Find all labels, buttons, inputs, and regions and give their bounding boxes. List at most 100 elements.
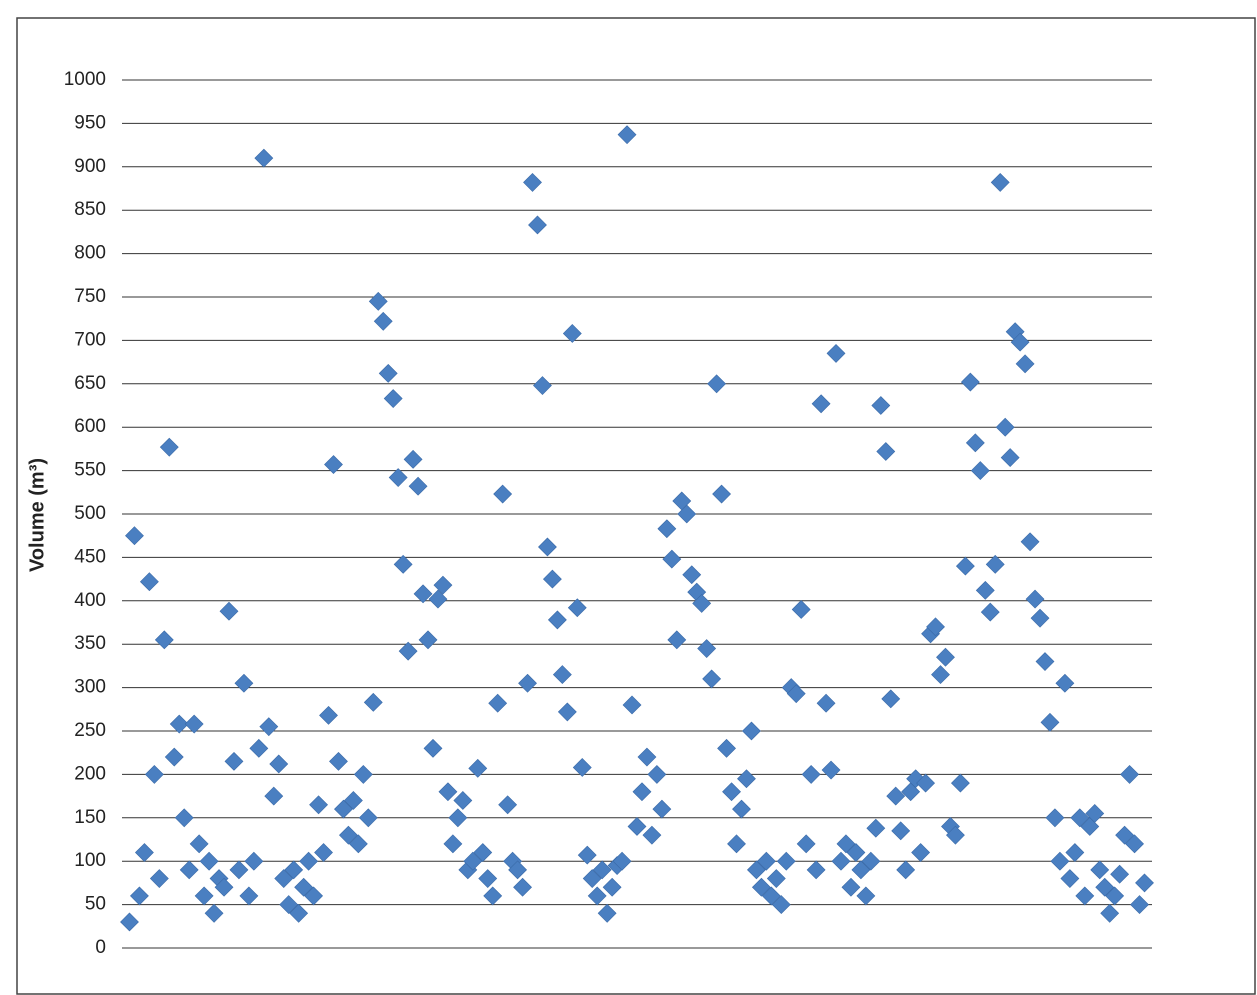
point — [831, 851, 851, 871]
point — [742, 721, 761, 741]
point — [259, 717, 279, 737]
point — [1095, 877, 1115, 897]
point — [1135, 873, 1154, 893]
point — [712, 484, 732, 504]
point — [319, 705, 338, 725]
point — [363, 692, 383, 712]
point — [433, 575, 453, 595]
point — [1100, 903, 1120, 923]
point — [657, 519, 677, 539]
point — [771, 895, 791, 915]
point — [662, 549, 682, 569]
point — [1055, 673, 1075, 693]
point — [791, 600, 811, 619]
point — [184, 714, 204, 734]
point — [224, 751, 244, 771]
point — [542, 569, 562, 589]
point — [602, 877, 622, 897]
point — [1110, 864, 1130, 884]
point — [846, 843, 866, 862]
point — [707, 374, 727, 394]
y-tick-label: 100 — [74, 850, 106, 871]
point — [946, 825, 965, 845]
point — [751, 877, 771, 897]
point — [717, 738, 736, 758]
point — [732, 799, 751, 819]
point — [304, 886, 324, 906]
y-tick-label: 600 — [74, 416, 106, 437]
point — [299, 851, 319, 871]
point — [1125, 834, 1144, 854]
point — [642, 825, 662, 845]
point — [468, 758, 488, 778]
point — [965, 433, 985, 453]
point — [612, 851, 632, 871]
point — [1030, 608, 1050, 628]
point — [239, 886, 259, 906]
point — [488, 693, 508, 713]
point — [284, 860, 304, 880]
point — [960, 372, 980, 392]
point — [881, 689, 901, 709]
point — [652, 799, 672, 819]
point — [901, 782, 921, 802]
point — [244, 851, 264, 871]
point — [383, 389, 403, 408]
point — [154, 630, 174, 650]
point — [592, 860, 612, 880]
point — [453, 791, 473, 810]
point — [632, 782, 652, 802]
point — [144, 764, 164, 784]
point — [1085, 804, 1105, 823]
point — [667, 630, 687, 650]
point — [423, 738, 443, 758]
point — [483, 886, 503, 906]
point — [1050, 851, 1070, 871]
point — [562, 324, 582, 343]
point — [214, 877, 234, 897]
y-tick-label: 250 — [74, 720, 106, 741]
point — [866, 818, 886, 838]
point — [552, 665, 572, 685]
point — [876, 442, 896, 461]
point — [1060, 869, 1080, 888]
point — [990, 172, 1010, 192]
point — [518, 673, 537, 693]
point — [697, 639, 717, 658]
point — [756, 851, 776, 871]
point — [149, 869, 169, 888]
point — [473, 843, 493, 862]
point — [587, 886, 607, 906]
y-tick-label: 500 — [74, 503, 106, 524]
point — [776, 851, 796, 871]
point — [393, 554, 413, 574]
point — [294, 877, 314, 897]
point — [577, 845, 597, 865]
point — [249, 738, 269, 758]
y-tick-label: 900 — [74, 156, 106, 177]
point — [806, 860, 826, 880]
point — [950, 773, 970, 793]
point — [851, 860, 871, 880]
point — [1010, 332, 1030, 352]
y-tick-label: 800 — [74, 243, 106, 264]
y-tick-label: 950 — [74, 112, 106, 133]
point — [821, 760, 841, 780]
point — [179, 860, 199, 880]
point — [926, 617, 945, 637]
point — [314, 843, 333, 862]
point — [443, 834, 463, 854]
point — [448, 808, 468, 828]
point — [1090, 860, 1110, 880]
point — [373, 311, 393, 331]
point — [826, 343, 846, 363]
point — [493, 484, 513, 504]
point — [403, 449, 423, 469]
point — [1115, 825, 1135, 845]
y-tick-label: 150 — [74, 807, 106, 828]
point — [627, 817, 647, 836]
point — [861, 851, 881, 871]
point — [1035, 652, 1055, 671]
